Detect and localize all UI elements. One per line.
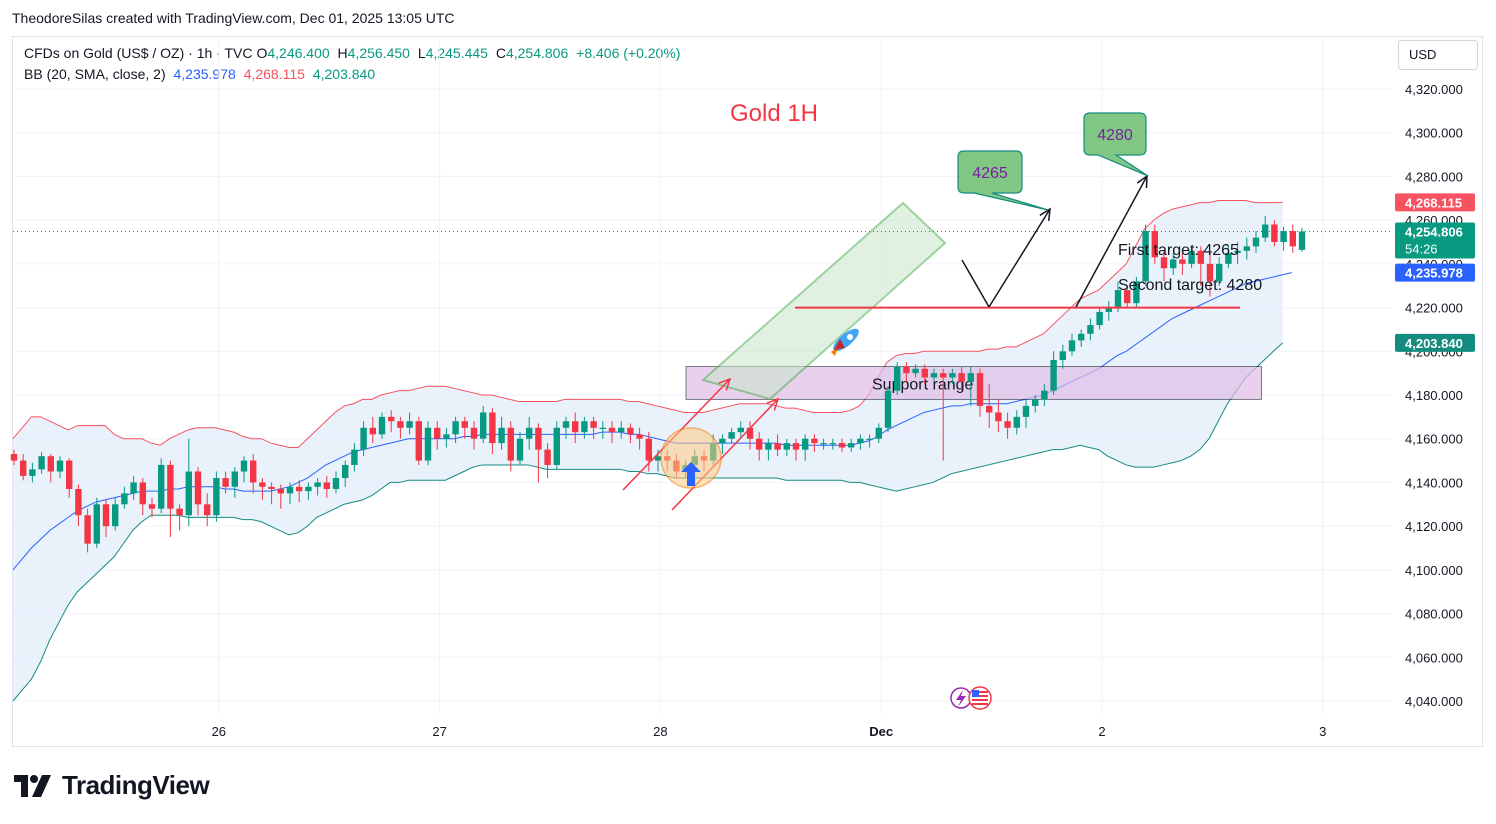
open-value: 4,246.400 bbox=[267, 45, 330, 61]
low-value: 4,245.445 bbox=[425, 45, 488, 61]
open-label: O bbox=[256, 45, 268, 61]
change-value: +8.406 (+0.20%) bbox=[576, 45, 681, 61]
symbol-legend: CFDs on Gold (US$ / OZ) · 1h · TVC O4,246… bbox=[24, 45, 684, 61]
close-label: C bbox=[495, 45, 506, 61]
bb-basis-value: 4,235.978 bbox=[173, 66, 236, 82]
close-value: 4,254.806 bbox=[505, 45, 569, 61]
bb-legend: BB (20, SMA, close, 2) 4,235.978 4,268.1… bbox=[24, 66, 379, 82]
high-value: 4,256.450 bbox=[347, 45, 410, 61]
tradingview-brand: TradingView bbox=[14, 770, 210, 801]
bb-lower-value: 4,203.840 bbox=[312, 66, 376, 82]
currency-selector[interactable]: USD bbox=[1398, 40, 1478, 70]
bb-upper-value: 4,268.115 bbox=[243, 66, 305, 82]
bb-label[interactable]: BB (20, SMA, close, 2) bbox=[24, 66, 166, 82]
chart-caption: TheodoreSilas created with TradingView.c… bbox=[12, 10, 455, 26]
high-label: H bbox=[337, 45, 348, 61]
tradingview-logo-icon bbox=[14, 774, 51, 797]
chart-frame bbox=[12, 36, 1483, 747]
brand-name: TradingView bbox=[62, 770, 210, 800]
symbol-name[interactable]: CFDs on Gold (US$ / OZ) · 1h · TVC bbox=[24, 45, 253, 61]
low-label: L bbox=[417, 45, 426, 61]
